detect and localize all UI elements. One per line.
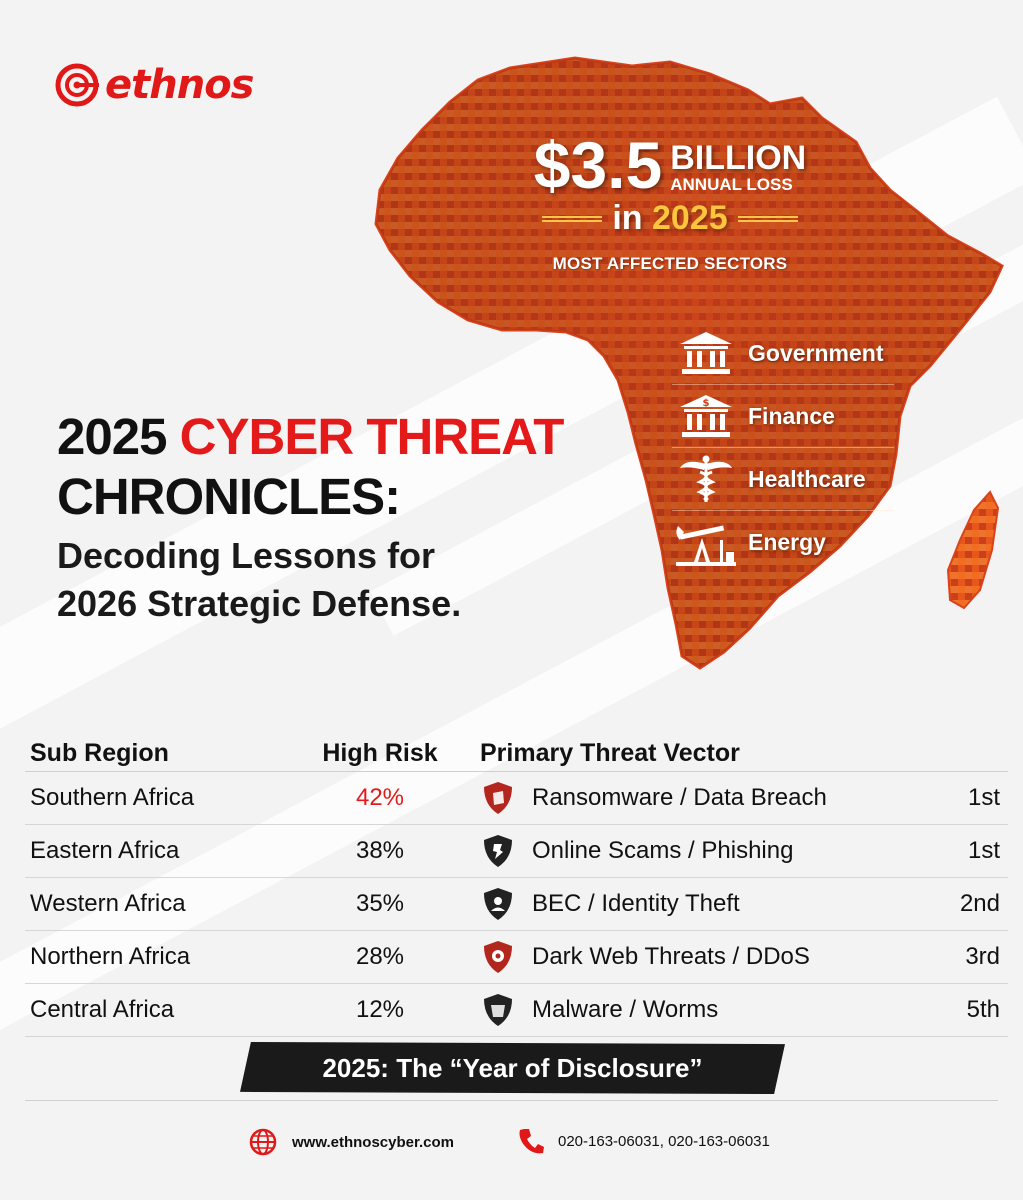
region-cell: Eastern Africa: [30, 837, 180, 864]
sector-label: Finance: [748, 402, 835, 429]
malware-shield-icon: [480, 992, 516, 1028]
caduceus-icon: [672, 453, 740, 505]
vector-cell: Dark Web Threats / DDoS: [532, 943, 810, 970]
phishing-shield-icon: [480, 833, 516, 869]
table-row: Southern Africa 42% Ransomware / Data Br…: [25, 772, 1008, 825]
vector-cell: Ransomware / Data Breach: [532, 784, 827, 811]
sector-item-healthcare: Healthcare: [672, 448, 894, 511]
annual-loss-stat: $3.5 BILLION ANNUAL LOSS in 2025 MOST AF…: [515, 128, 825, 274]
headline-subtitle-1: Decoding Lessons for: [57, 535, 436, 576]
website-link[interactable]: www.ethnoscyber.com: [248, 1127, 454, 1157]
headline-line-2: CHRONICLES:: [57, 468, 401, 525]
loss-amount: $3.5: [533, 128, 663, 202]
darkweb-shield-icon: [480, 939, 516, 975]
year-rule-left: [542, 215, 603, 222]
region-cell: Central Africa: [30, 996, 175, 1023]
loss-year: in 2025: [612, 199, 728, 237]
svg-text:$: $: [703, 398, 710, 409]
website-text: www.ethnoscyber.com: [292, 1133, 454, 1151]
sector-list: Government $ Finance: [672, 322, 894, 574]
globe-icon: [249, 1128, 277, 1156]
region-cell: Southern Africa: [30, 784, 195, 811]
madagascar-shape: [946, 490, 1000, 610]
bank-icon: $: [672, 390, 740, 442]
year-rule-right: [737, 215, 798, 222]
rank-cell: 1st: [967, 784, 1000, 811]
rank-cell: 3rd: [965, 943, 1000, 970]
column-header-risk: High Risk: [322, 738, 438, 767]
headline: 2025 CYBER THREAT CHRONICLES: Decoding L…: [57, 408, 565, 628]
sector-item-government: Government: [672, 322, 894, 385]
column-header-region: Sub Region: [30, 738, 169, 767]
table-row: Western Africa 35% BEC / Identity Theft …: [25, 878, 1008, 931]
sector-item-energy: Energy: [672, 511, 894, 574]
table-row: Eastern Africa 38% Online Scams / Phishi…: [25, 825, 1008, 878]
oil-pump-icon: [672, 517, 740, 569]
column-header-vector: Primary Threat Vector: [480, 738, 740, 767]
headline-line-1: 2025 CYBER THREAT: [57, 408, 565, 465]
risk-cell: 35%: [355, 890, 405, 917]
ransomware-shield-icon: [480, 780, 516, 816]
risk-cell: 42%: [355, 784, 405, 811]
table-row: Northern Africa 28% Dark Web Threats / D…: [25, 931, 1008, 984]
region-cell: Western Africa: [30, 890, 186, 917]
table-row: Central Africa 12% Malware / Worms 5th: [25, 984, 1008, 1037]
rank-cell: 1st: [967, 837, 1000, 864]
headline-highlight: CYBER THREAT: [179, 408, 565, 465]
phone-text: 020-163-06031, 020-163-06031: [558, 1132, 770, 1150]
year-of-disclosure-banner: 2025: The “Year of Disclosure”: [240, 1042, 785, 1094]
sector-label: Energy: [748, 529, 826, 555]
loss-unit: BILLION: [670, 139, 807, 177]
ethnos-logo-icon: [55, 63, 99, 107]
sectors-title: MOST AFFECTED SECTORS: [552, 254, 788, 273]
table-header: Sub Region High Risk Primary Threat Vect…: [25, 735, 1008, 772]
sector-label: Government: [748, 339, 884, 366]
threat-table: Sub Region High Risk Primary Threat Vect…: [25, 735, 1008, 1037]
rank-cell: 2nd: [959, 890, 1000, 917]
brand-logo[interactable]: ethnos: [55, 62, 254, 108]
sector-label: Healthcare: [748, 465, 866, 492]
sector-item-finance: $ Finance: [672, 385, 894, 448]
vector-cell: Online Scams / Phishing: [532, 837, 794, 864]
phone-icon: [519, 1129, 544, 1154]
phone-contact[interactable]: 020-163-06031, 020-163-06031: [518, 1127, 770, 1155]
region-cell: Northern Africa: [30, 943, 191, 970]
identity-shield-icon: [480, 886, 516, 922]
government-building-icon: [672, 327, 740, 379]
headline-subtitle-2: 2026 Strategic Defense.: [57, 583, 462, 624]
brand-name: ethnos: [105, 62, 254, 108]
footer: www.ethnoscyber.com 020-163-06031, 020-1…: [0, 1125, 1023, 1165]
risk-cell: 38%: [355, 837, 405, 864]
footer-divider: [25, 1100, 998, 1101]
risk-cell: 12%: [355, 996, 405, 1023]
vector-cell: BEC / Identity Theft: [532, 890, 740, 917]
loss-subtitle: ANNUAL LOSS: [670, 175, 793, 194]
rank-cell: 5th: [966, 996, 1000, 1023]
risk-cell: 28%: [355, 943, 405, 970]
vector-cell: Malware / Worms: [532, 996, 719, 1023]
